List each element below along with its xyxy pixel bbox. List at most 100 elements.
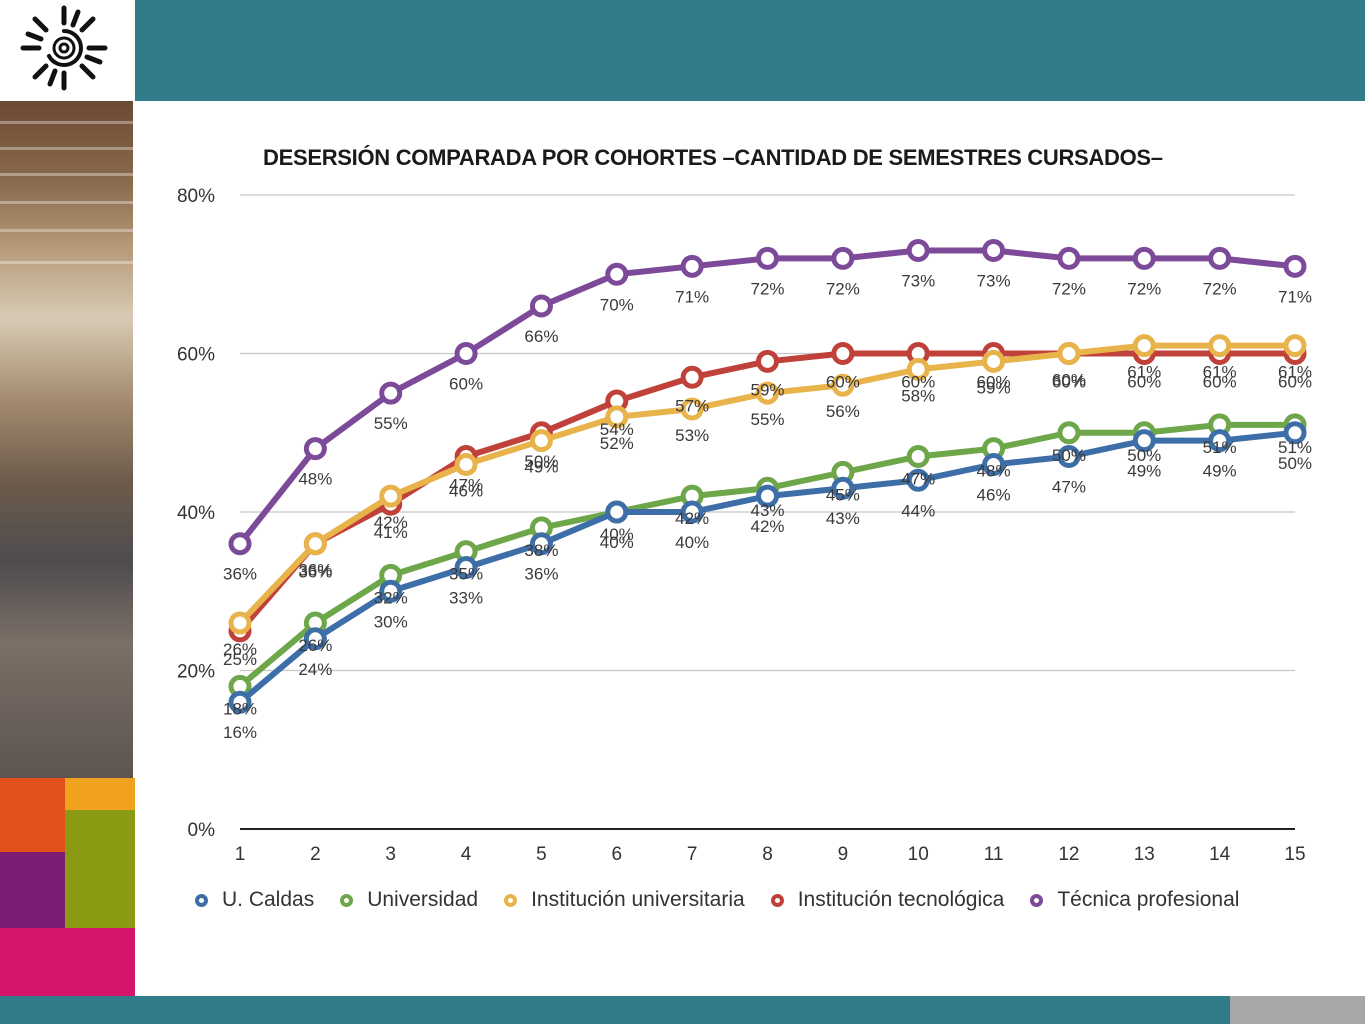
data-label-tecnica_profesional: 72% — [1203, 279, 1237, 298]
data-point-u_caldas — [831, 476, 855, 500]
data-label-institucion_tecnologica: 36% — [298, 563, 332, 582]
y-tick-label: 20% — [177, 662, 215, 683]
data-point-u_caldas — [680, 500, 704, 524]
data-point-institucion_universitaria — [906, 357, 930, 381]
data-label-tecnica_profesional: 73% — [977, 271, 1011, 290]
data-label-institucion_tecnologica: 50% — [524, 452, 558, 471]
dropout-chart: DESERSIÓN COMPARADA POR COHORTES –CANTID… — [135, 101, 1365, 996]
data-label-institucion_tecnologica: 59% — [750, 380, 784, 399]
data-point-u_caldas — [1208, 429, 1232, 453]
y-tick-label: 40% — [177, 503, 215, 524]
x-tick-label: 12 — [1058, 844, 1079, 865]
data-label-institucion_tecnologica: 41% — [374, 523, 408, 542]
data-label-universidad: 47% — [901, 470, 935, 489]
data-label-institucion_universitaria: 56% — [826, 402, 860, 421]
data-point-u_caldas — [756, 484, 779, 508]
data-point-u_caldas — [982, 452, 1006, 476]
legend-item-institucion_universitaria: Institución universitaria — [504, 888, 745, 912]
data-label-u_caldas: 42% — [750, 517, 784, 536]
legend-marker-icon — [504, 893, 518, 907]
data-label-tecnica_profesional: 60% — [449, 375, 483, 394]
data-label-institucion_tecnologica: 60% — [826, 373, 860, 392]
data-label-universidad: 48% — [977, 462, 1011, 481]
data-label-tecnica_profesional: 55% — [374, 414, 408, 433]
data-point-institucion_universitaria — [529, 429, 553, 453]
legend-item-institucion_tecnologica: Institución tecnológica — [770, 888, 1004, 912]
data-point-tecnica_profesional — [605, 262, 629, 286]
header-bar — [135, 0, 1365, 101]
x-tick-label: 13 — [1134, 844, 1155, 865]
data-point-u_caldas — [1132, 429, 1156, 453]
data-point-institucion_tecnologica — [756, 349, 779, 373]
data-label-tecnica_profesional: 48% — [298, 470, 332, 489]
data-label-institucion_universitaria: 61% — [1127, 363, 1161, 382]
legend-item-u_caldas: U. Caldas — [195, 888, 314, 912]
data-label-institucion_tecnologica: 60% — [901, 373, 935, 392]
data-point-universidad — [906, 445, 930, 469]
data-label-institucion_universitaria: 60% — [1052, 371, 1086, 390]
data-label-institucion_tecnologica: 60% — [1127, 373, 1161, 392]
data-label-u_caldas: 24% — [298, 660, 332, 679]
data-label-institucion_universitaria: 52% — [600, 434, 634, 453]
legend-label: Técnica profesional — [1057, 888, 1240, 911]
legend-label: Institución universitaria — [531, 888, 745, 911]
x-tick-label: 14 — [1209, 844, 1231, 865]
swatch-orange — [0, 778, 65, 852]
data-point-universidad — [1057, 421, 1081, 445]
y-tick-label: 60% — [177, 345, 215, 366]
data-label-institucion_tecnologica: 25% — [223, 650, 257, 669]
data-point-tecnica_profesional — [906, 238, 930, 262]
x-tick-label: 5 — [536, 844, 547, 865]
legend-label: Universidad — [367, 888, 479, 911]
data-point-u_caldas — [906, 468, 930, 492]
data-label-institucion_tecnologica: 60% — [1203, 373, 1237, 392]
data-label-universidad: 50% — [1127, 446, 1161, 465]
data-point-institucion_universitaria — [1208, 334, 1232, 358]
data-label-u_caldas: 49% — [1127, 462, 1161, 481]
logo-area — [0, 0, 135, 101]
x-tick-label: 9 — [838, 844, 849, 865]
x-tick-label: 7 — [687, 844, 698, 865]
data-point-u_caldas — [454, 555, 478, 579]
x-tick-label: 6 — [611, 844, 622, 865]
data-point-tecnica_profesional — [454, 342, 478, 365]
data-label-tecnica_profesional: 36% — [223, 565, 257, 584]
data-label-institucion_universitaria: 55% — [750, 410, 784, 429]
data-point-u_caldas — [228, 690, 252, 714]
data-label-universidad: 26% — [298, 636, 332, 655]
data-point-institucion_universitaria — [454, 452, 478, 476]
x-tick-label: 2 — [310, 844, 321, 865]
x-tick-label: 11 — [984, 844, 1004, 865]
data-label-u_caldas: 33% — [449, 588, 483, 607]
line-chart-svg: 0%20%40%60%80%1 2 3 4 5 6 7 8 9 10 11 12 13 14 1516%24… — [177, 186, 1312, 865]
swatch-olive — [65, 810, 135, 928]
y-tick-label: 80% — [177, 186, 215, 207]
chart-title: DESERSIÓN COMPARADA POR COHORTES –CANTID… — [263, 145, 1163, 170]
swatch-purple — [0, 852, 65, 928]
data-label-u_caldas: 36% — [524, 565, 558, 584]
data-label-institucion_tecnologica: 60% — [1052, 373, 1086, 392]
x-tick-label: 15 — [1284, 844, 1305, 865]
footer-bar — [0, 996, 1230, 1024]
data-label-universidad: 35% — [449, 565, 483, 584]
legend-item-universidad: Universidad — [340, 888, 478, 912]
data-label-tecnica_profesional: 72% — [750, 279, 784, 298]
data-label-institucion_tecnologica: 57% — [675, 396, 709, 415]
data-label-u_caldas: 40% — [675, 533, 709, 552]
data-label-universidad: 40% — [600, 525, 634, 544]
data-label-tecnica_profesional: 72% — [826, 279, 860, 298]
data-point-institucion_universitaria — [1132, 334, 1156, 358]
data-label-u_caldas: 47% — [1052, 478, 1086, 497]
data-point-institucion_universitaria — [605, 405, 629, 429]
data-point-institucion_universitaria — [982, 349, 1006, 373]
data-label-institucion_universitaria: 58% — [901, 386, 935, 405]
data-point-tecnica_profesional — [228, 532, 252, 556]
data-label-institucion_universitaria: 26% — [223, 640, 257, 659]
data-label-institucion_tecnologica: 47% — [449, 476, 483, 495]
data-point-tecnica_profesional — [1132, 246, 1156, 270]
swatch-magenta — [0, 928, 135, 996]
x-tick-label: 4 — [461, 844, 472, 865]
data-label-universidad: 38% — [524, 541, 558, 560]
data-label-institucion_tecnologica: 60% — [1278, 373, 1312, 392]
data-point-institucion_universitaria — [379, 484, 403, 508]
